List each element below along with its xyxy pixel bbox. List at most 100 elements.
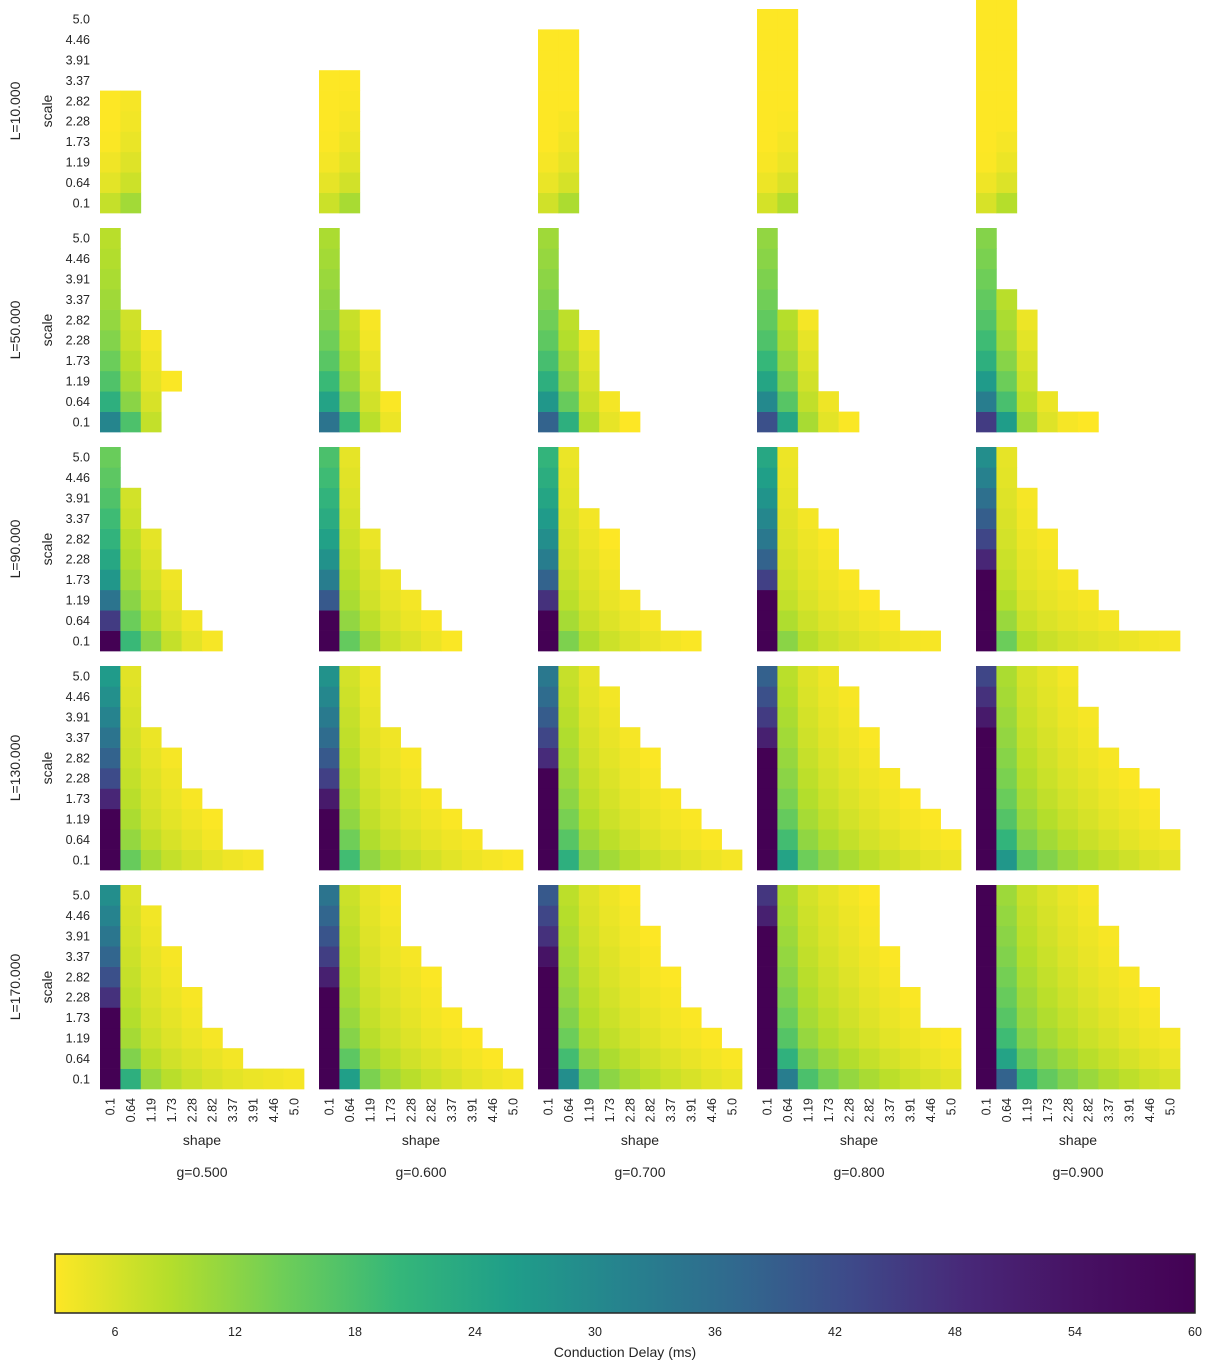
heatmap-cell xyxy=(757,1007,778,1029)
facet-column-label: g=0.700 xyxy=(615,1164,666,1180)
heatmap-cell xyxy=(879,1027,901,1049)
heatmap-cell xyxy=(339,309,361,331)
heatmap-cell xyxy=(578,630,600,652)
heatmap-cell xyxy=(100,309,121,331)
heatmap-cell xyxy=(1037,946,1058,967)
heatmap-cell xyxy=(578,1068,600,1090)
x-tick-label: 5.0 xyxy=(287,1098,301,1115)
heatmap-cell xyxy=(1037,666,1058,687)
heatmap-cell xyxy=(100,248,121,270)
heatmap-cell xyxy=(140,589,162,611)
heatmap-cell xyxy=(940,829,962,850)
x-tick-label: 0.64 xyxy=(1000,1098,1014,1122)
heatmap-cell xyxy=(319,706,340,728)
heatmap-cell xyxy=(140,925,162,947)
heatmap-cell xyxy=(818,666,839,687)
y-tick-label: 1.19 xyxy=(66,813,90,827)
heatmap-cell xyxy=(1037,808,1058,830)
heatmap-cell xyxy=(899,987,921,1008)
heatmap-cell xyxy=(1159,630,1181,652)
x-tick-label: 0.64 xyxy=(124,1098,138,1122)
heatmap-cell xyxy=(202,829,223,850)
heatmap-cell xyxy=(538,29,559,51)
heatmap-cell xyxy=(538,788,559,810)
heatmap-cell xyxy=(120,1068,142,1090)
heatmap-cell xyxy=(359,1048,381,1069)
heatmap-cell xyxy=(996,330,1018,351)
heatmap-cell xyxy=(996,9,1018,30)
heatmap-cell xyxy=(757,268,778,290)
heatmap-cell xyxy=(1037,768,1058,789)
heatmap-cell xyxy=(1078,1027,1099,1049)
heatmap-cell xyxy=(599,925,620,947)
heatmap-cell xyxy=(578,966,600,988)
heatmap-cell xyxy=(1057,727,1079,748)
heatmap-cell xyxy=(558,508,580,529)
heatmap-cell xyxy=(996,666,1018,687)
x-tick-label: 3.91 xyxy=(466,1098,480,1122)
heatmap-cell xyxy=(100,706,121,728)
heatmap-cell xyxy=(838,569,860,591)
heatmap-cell xyxy=(120,630,142,652)
y-tick-label: 3.37 xyxy=(66,293,90,307)
heatmap-cell xyxy=(120,350,142,372)
heatmap-cell xyxy=(879,946,901,967)
heatmap-cell xyxy=(359,569,381,591)
heatmap-cell xyxy=(120,370,142,392)
x-tick-label: 2.82 xyxy=(1082,1098,1096,1122)
heatmap-cell xyxy=(578,666,600,687)
heatmap-cell xyxy=(100,289,121,310)
heatmap-cell xyxy=(859,946,880,967)
heatmap-cell xyxy=(461,829,483,850)
heatmap-cell xyxy=(558,946,580,967)
heatmap-cell xyxy=(996,768,1018,789)
heatmap-cell xyxy=(859,1068,880,1090)
x-tick-label: 2.28 xyxy=(1061,1098,1075,1122)
heatmap-cell xyxy=(319,228,340,249)
heatmap-panel xyxy=(319,885,524,1090)
heatmap-cell xyxy=(578,849,600,871)
heatmap-cell xyxy=(1057,768,1079,789)
heatmap-cell xyxy=(859,885,880,906)
heatmap-cell xyxy=(1078,987,1099,1008)
heatmap-cell xyxy=(339,1027,361,1049)
heatmap-cell xyxy=(976,9,997,30)
heatmap-cell xyxy=(599,1048,620,1069)
heatmap-cell xyxy=(701,1027,722,1049)
heatmap-cell xyxy=(538,589,559,611)
heatmap-cell xyxy=(777,747,799,769)
heatmap-panel xyxy=(100,90,142,214)
heatmap-cell xyxy=(578,905,600,927)
heatmap-cell xyxy=(100,727,121,748)
heatmap-cell xyxy=(619,1068,641,1090)
heatmap-cell xyxy=(859,849,880,871)
heatmap-cell xyxy=(538,289,559,310)
x-tick-label: 2.82 xyxy=(206,1098,220,1122)
heatmap-cell xyxy=(1098,1048,1120,1069)
heatmap-panel xyxy=(757,447,941,652)
heatmap-cell xyxy=(558,29,580,51)
heatmap-cell xyxy=(1057,1048,1079,1069)
heatmap-cell xyxy=(339,808,361,830)
y-tick-label: 2.82 xyxy=(66,313,90,327)
heatmap-cell xyxy=(283,1068,305,1090)
heatmap-cell xyxy=(319,350,340,372)
facet-row-label: L=50.000 xyxy=(7,300,23,359)
heatmap-cell xyxy=(599,549,620,570)
heatmap-cell xyxy=(319,391,340,412)
heatmap-cell xyxy=(777,467,799,489)
heatmap-cell xyxy=(640,747,661,769)
heatmap-cell xyxy=(996,172,1018,193)
heatmap-cell xyxy=(100,131,121,153)
heatmap-cell xyxy=(757,131,778,153)
x-tick-label: 3.37 xyxy=(1102,1098,1116,1122)
heatmap-cell xyxy=(181,1068,203,1090)
heatmap-cell xyxy=(940,1027,962,1049)
heatmap-cell xyxy=(380,946,401,967)
heatmap-cell xyxy=(660,1068,682,1090)
heatmap-cell xyxy=(100,686,121,708)
heatmap-cell xyxy=(120,131,142,153)
heatmap-cell xyxy=(339,528,361,550)
heatmap-cell xyxy=(1037,411,1058,433)
